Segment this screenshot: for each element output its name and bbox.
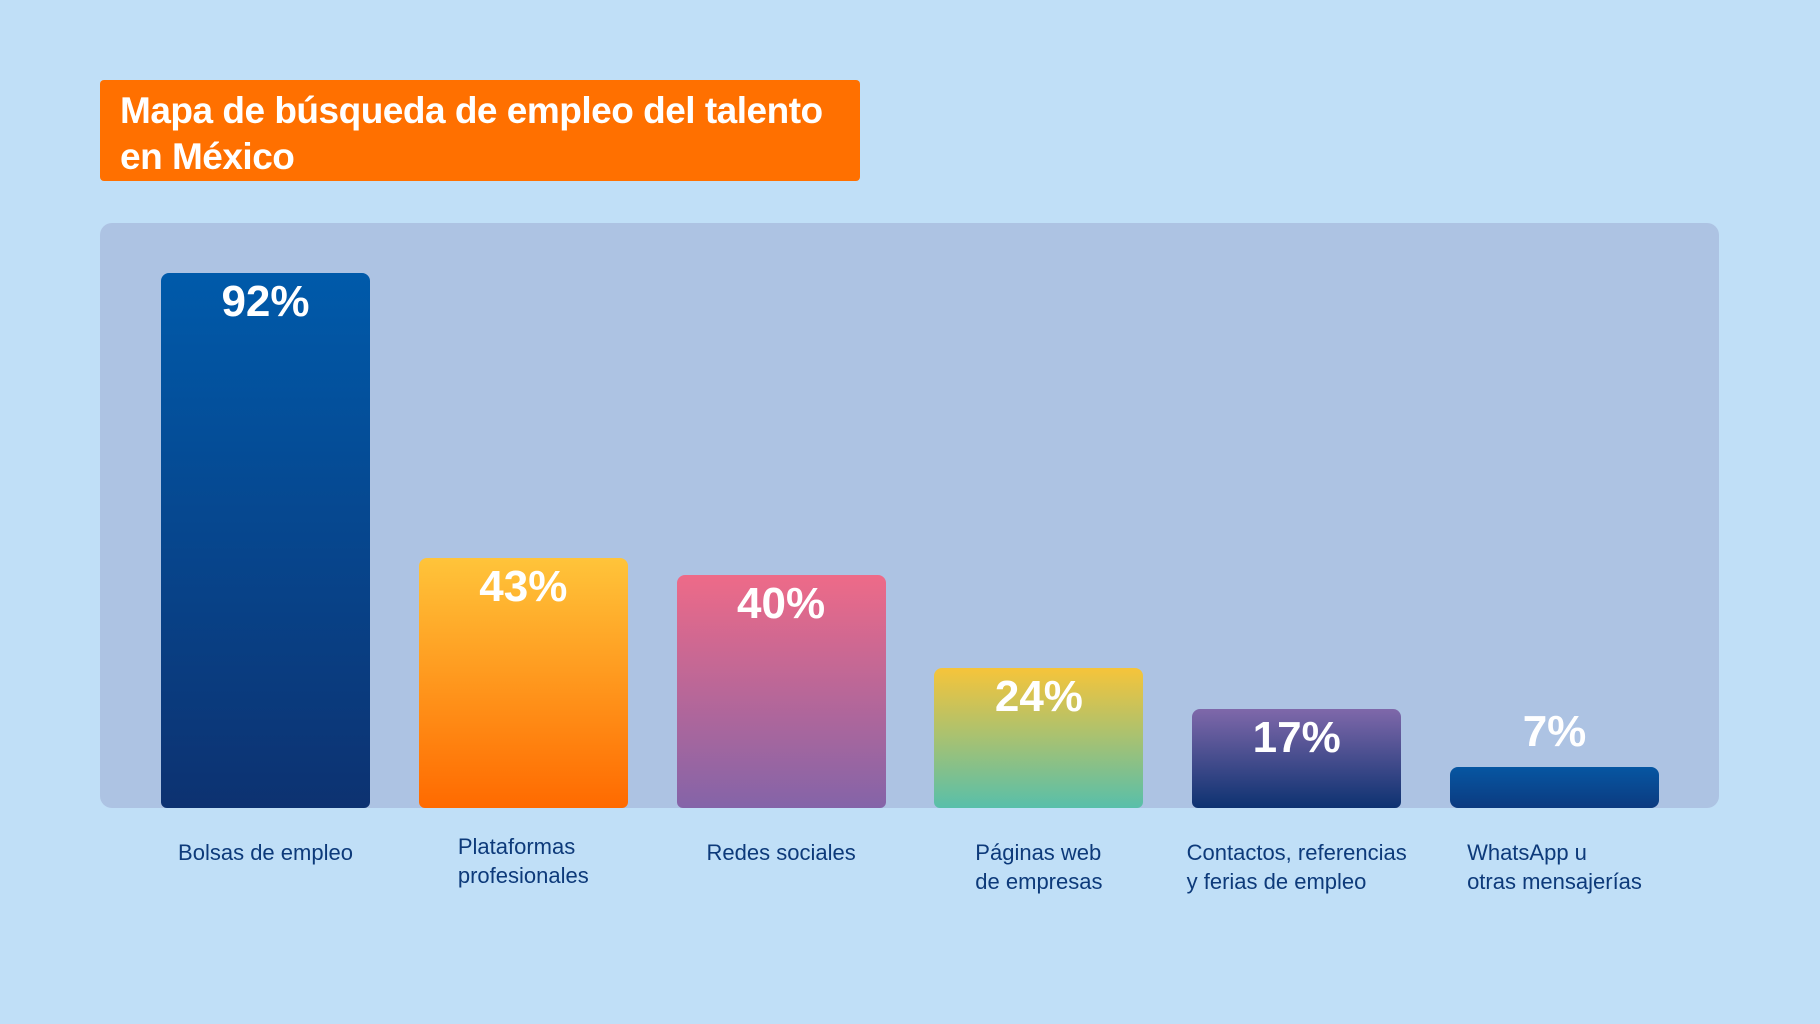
category-label: Páginas web de empresas: [909, 838, 1169, 896]
category-label-text: Plataformas profesionales: [457, 834, 589, 888]
category-label-text: WhatsApp u otras mensajerías: [1467, 840, 1642, 894]
category-label: WhatsApp u otras mensajerías: [1425, 838, 1685, 896]
bar: [934, 668, 1144, 808]
data-label: 17%: [1252, 713, 1341, 763]
chart-title-box: Mapa de búsqueda de empleo del talento e…: [100, 80, 860, 181]
bar: [161, 272, 370, 808]
bar: [1192, 709, 1402, 808]
data-label: 40%: [737, 579, 826, 629]
category-label: Plataformas profesionales: [393, 832, 653, 890]
bar: [676, 575, 886, 808]
category-label: Redes sociales: [651, 838, 911, 867]
category-label: Contactos, referencias y ferias de emple…: [1167, 838, 1427, 896]
category-label-text: Contactos, referencias y ferias de emple…: [1186, 840, 1407, 894]
category-label-text: Redes sociales: [706, 840, 856, 865]
data-label: 43%: [479, 561, 568, 611]
bar: [1450, 767, 1659, 808]
category-label: Bolsas de empleo: [136, 838, 396, 867]
bar: [418, 557, 628, 808]
chart-title-line-1: Mapa de búsqueda de empleo del talento: [120, 90, 823, 131]
category-label-text: Bolsas de empleo: [178, 840, 353, 865]
category-label-text: Páginas web de empresas: [975, 840, 1103, 894]
data-label: 7%: [1522, 707, 1587, 757]
data-label: 92%: [221, 276, 310, 326]
data-label: 24%: [994, 672, 1083, 722]
chart-title-line-2: en México: [120, 136, 295, 177]
